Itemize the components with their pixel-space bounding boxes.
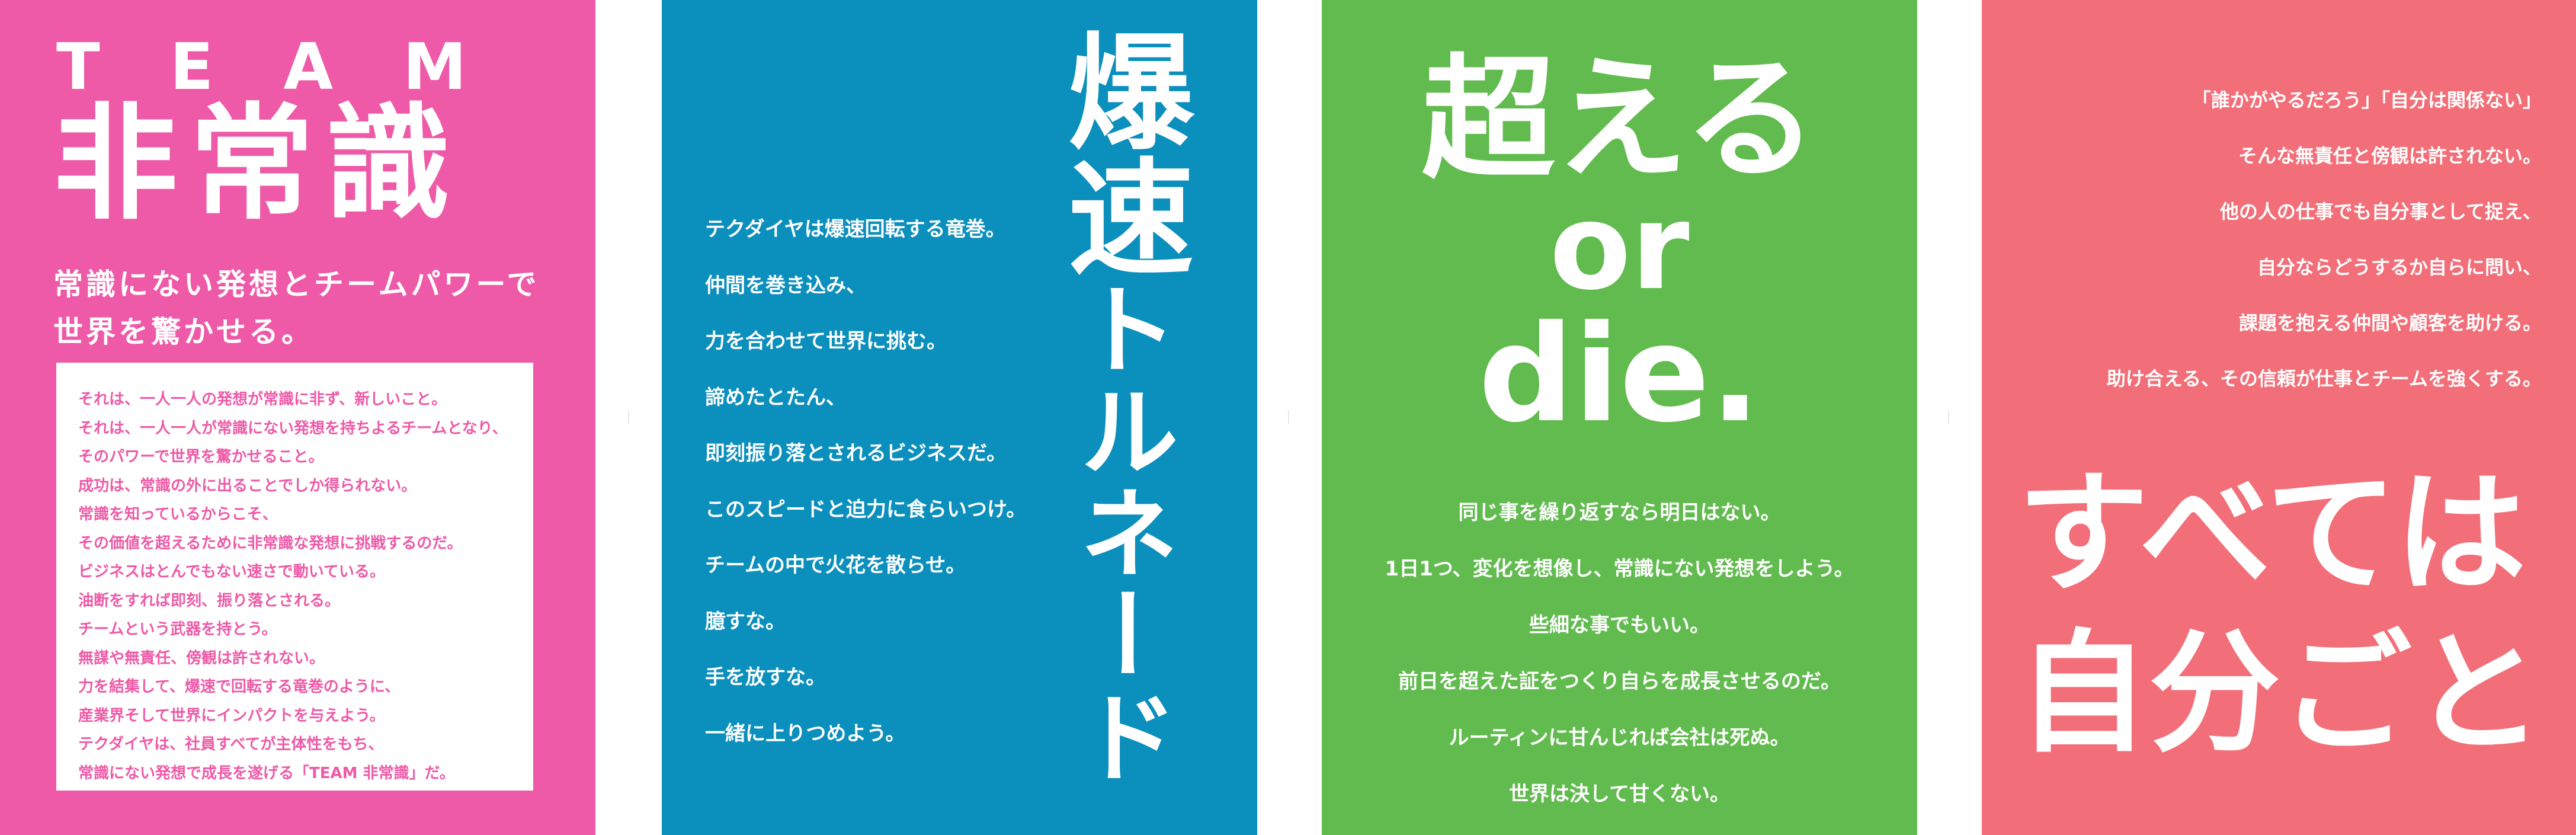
- box-line: チームという武器を持とう。: [78, 620, 277, 638]
- box-line: 常識を知っているからこそ、: [78, 506, 278, 523]
- text-line: ルーティンに甘んじれば会社は死ぬ。: [1449, 726, 1790, 750]
- box-line: 無謀や無責任、傍観は許されない。: [78, 649, 325, 667]
- team-label: TEAM: [56, 30, 537, 104]
- box-line: 油断をすれば即刻、振り落とされる。: [78, 591, 341, 610]
- gutter-divider: [1948, 410, 1949, 424]
- gutter-divider: [628, 410, 629, 424]
- text-line: テクダイヤは爆速回転する竜巻。: [705, 217, 1006, 241]
- panel1-text-box: それは、一人一人の発想が常識に非ず、新しいこと。 それは、一人一人が常識にない発…: [56, 363, 533, 791]
- text-line: 世界は決して甘くない。: [1509, 782, 1730, 806]
- text-line: 力を合わせて世界に挑む。: [705, 329, 947, 353]
- text-line: 前日を超えた証をつくり自らを成長させるのだ。: [1398, 670, 1841, 693]
- text-line: 課題を抱える仲間や顧客を助ける。: [2238, 312, 2542, 334]
- panel2-text: テクダイヤは爆速回転する竜巻。 仲間を巻き込み、 力を合わせて世界に挑む。 諦め…: [705, 201, 1026, 762]
- panel4-text: 「誰かがやるだろう」「自分は関係ない」 そんな無責任と傍観は許されない。 他の人…: [2107, 72, 2542, 407]
- heading-line: die.: [1478, 297, 1761, 452]
- text-line: 他の人の仕事でも自分事として捉え、: [2219, 200, 2542, 223]
- box-line: 成功は、常識の外に出ることでしか得られない。: [78, 476, 417, 495]
- heading-line: 超える: [1421, 42, 1818, 197]
- text-line: 同じ事を繰り返すなら明日はない。: [1458, 501, 1781, 524]
- text-line: 「誰かがやるだろう」「自分は関係ない」: [2191, 89, 2542, 111]
- heading-line: すべては: [2017, 458, 2527, 610]
- subtitle-line: 世界を驚かせる。: [53, 315, 314, 349]
- box-line: 力を結集して、爆速で回転する竜巻のように、: [78, 678, 401, 696]
- text-line: 助け合える、その信頼が仕事とチームを強くする。: [2106, 367, 2542, 390]
- box-line: それは、一人一人の発想が常識に非ず、新しいこと。: [78, 391, 447, 408]
- text-line: 即刻振り落とされるビジネスだ。: [705, 442, 1007, 465]
- panel-koeru-or-die: 超える or die. 同じ事を繰り返すなら明日はない。 1日1つ、変化を想像し…: [1322, 0, 1917, 835]
- box-line: その価値を超えるために非常識な発想に挑戦するのだ。: [78, 534, 463, 552]
- box-line: テクダイヤは、社員すべてが主体性をもち、: [78, 735, 384, 753]
- panel-subete-wa-jibungoto: 「誰かがやるだろう」「自分は関係ない」 そんな無責任と傍観は許されない。 他の人…: [1982, 0, 2576, 835]
- heading-line: or: [1549, 178, 1690, 316]
- panel-team-hijoshiki: TEAM 非常識 常識にない発想とチームパワーで 世界を驚かせる。 それは、一人…: [0, 0, 595, 835]
- gutter-divider: [1288, 410, 1289, 424]
- panel1-subtitle: 常識にない発想とチームパワーで 世界を驚かせる。: [53, 261, 575, 356]
- text-line: 1日1つ、変化を想像し、常識にない発想をしよう。: [1385, 557, 1854, 581]
- text-line: このスピードと迫力に食らいつけ。: [705, 497, 1027, 522]
- panel1-title: 非常識: [53, 91, 463, 236]
- panel2-vertical-title: 爆速トルネード: [1047, 27, 1194, 788]
- box-line: 産業界そして世界にインパクトを与えよう。: [78, 706, 385, 725]
- box-line: それは、一人一人が常識にない発想を持ちよるチームとなり、: [78, 419, 508, 437]
- text-line: 諦めたとたん、: [705, 385, 846, 409]
- text-line: 一緒に上りつめよう。: [705, 721, 906, 746]
- title-sub: トルネード: [1062, 278, 1178, 788]
- panel1-box-text: それは、一人一人の発想が常識に非ず、新しいこと。 それは、一人一人が常識にない発…: [78, 385, 508, 788]
- heading-line: 自分ごと: [2017, 618, 2543, 770]
- text-line: そんな無責任と傍観は許されない。: [2238, 145, 2542, 167]
- panel3-text: 同じ事を繰り返すなら明日はない。 1日1つ、変化を想像し、常識にない発想をしよう…: [1322, 485, 1917, 823]
- box-line: そのパワーで世界を驚かせること。: [78, 448, 324, 466]
- text-line: 自分ならどうするか自らに問い、: [2257, 256, 2542, 279]
- text-line: チームの中で火花を散らせ。: [705, 554, 966, 577]
- text-line: 些細な事でもいい。: [1529, 613, 1710, 637]
- title-main: 爆速: [1047, 27, 1194, 278]
- text-line: 臆すな。: [705, 609, 786, 634]
- panel-bakusoku-tornado: テクダイヤは爆速回転する竜巻。 仲間を巻き込み、 力を合わせて世界に挑む。 諦め…: [662, 0, 1257, 835]
- subtitle-line: 常識にない発想とチームパワーで: [53, 267, 540, 302]
- text-line: 仲間を巻き込み、: [705, 273, 866, 297]
- text-line: 手を放すな。: [705, 666, 826, 689]
- box-line: ビジネスはとんでもない速さで動いている。: [78, 563, 385, 581]
- box-line: 常識にない発想で成長を遂げる「TEAM 非常識」だ。: [78, 764, 455, 782]
